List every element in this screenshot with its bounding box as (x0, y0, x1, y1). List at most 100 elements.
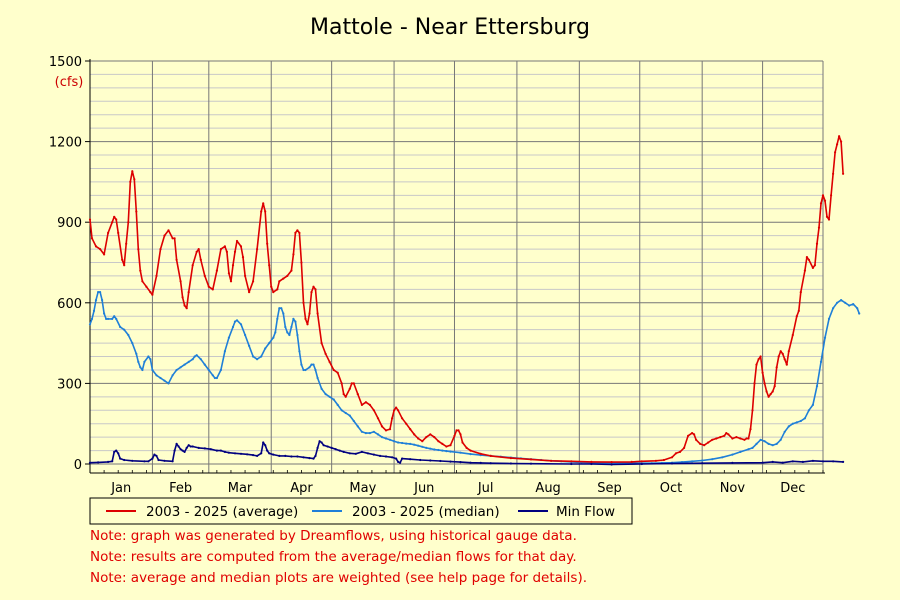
series-point (429, 459, 432, 462)
series-point (489, 454, 492, 457)
series-point (821, 460, 825, 463)
series-point (322, 444, 325, 447)
series-point (570, 462, 573, 466)
series-point (215, 449, 218, 452)
series-point (252, 454, 255, 457)
series-point (815, 385, 819, 388)
series-point (244, 274, 247, 277)
series-point (610, 461, 613, 464)
series-point (260, 355, 263, 358)
series-point (425, 436, 428, 439)
series-point (90, 317, 94, 320)
series-point (203, 363, 206, 366)
series-point (306, 323, 309, 326)
series-point (376, 433, 380, 436)
series-point (453, 434, 456, 437)
series-point (127, 221, 130, 224)
series-point (159, 248, 162, 251)
series-point (856, 307, 859, 310)
series-point (332, 398, 335, 401)
series-point (747, 437, 750, 440)
series-point (276, 288, 279, 291)
series-point (401, 441, 404, 445)
series-point (336, 371, 339, 374)
series-point (320, 387, 323, 390)
series-point (795, 315, 798, 318)
series-point (163, 234, 166, 237)
series-point (185, 307, 188, 310)
series-point (469, 449, 472, 452)
series-point (342, 450, 345, 453)
series-point (149, 291, 152, 294)
series-point (135, 352, 138, 355)
series-point (771, 460, 774, 463)
series-point (191, 445, 194, 448)
x-tick-label: Aug (535, 481, 560, 496)
series-point (195, 250, 198, 253)
series-point (827, 218, 831, 221)
series-point (817, 226, 821, 229)
series-point (801, 460, 805, 463)
series-point (115, 218, 118, 221)
series-point (550, 459, 553, 462)
series-point (308, 312, 311, 315)
series-point (797, 309, 800, 312)
series-point (107, 231, 110, 234)
series-point (429, 433, 432, 436)
series-point (308, 366, 311, 369)
series-point (274, 331, 277, 334)
series-point (670, 462, 674, 465)
x-tick-label: Nov (720, 481, 746, 496)
series-point (203, 274, 206, 277)
series-point (304, 317, 307, 320)
series-point (225, 250, 228, 253)
series-point (421, 440, 424, 443)
series-point (395, 406, 398, 409)
series-point (292, 253, 295, 256)
x-tick-label: Jul (477, 481, 494, 496)
series-point (105, 317, 108, 320)
series-point (413, 433, 416, 436)
series-point (233, 320, 237, 323)
series-point (356, 393, 359, 396)
series-point (147, 460, 150, 463)
series-point (683, 446, 686, 449)
series-point (219, 449, 222, 452)
series-point (113, 315, 116, 318)
series-point (678, 450, 682, 453)
series-point (292, 317, 295, 320)
series-point (276, 317, 279, 320)
series-point (509, 462, 512, 465)
series-point (783, 358, 786, 361)
series-point (771, 444, 774, 447)
series-point (183, 363, 186, 366)
series-point (219, 248, 222, 251)
series-point (94, 299, 98, 302)
series-point (314, 368, 317, 372)
series-point (300, 363, 303, 366)
series-point (284, 325, 287, 329)
series-point (191, 358, 194, 361)
series-point (777, 355, 780, 358)
series-point (294, 231, 297, 234)
series-point (725, 432, 728, 435)
series-point (397, 409, 400, 412)
series-point (111, 221, 114, 224)
series-point (356, 425, 359, 428)
series-point (94, 245, 98, 248)
series-point (731, 461, 734, 464)
series-point (703, 444, 706, 447)
series-point (360, 430, 363, 433)
series-point (344, 411, 347, 415)
series-point (310, 363, 313, 366)
series-point (209, 448, 212, 451)
chart-title: Mattole - Near Ettersburg (310, 15, 590, 40)
series-point (388, 438, 392, 441)
series-point (88, 323, 92, 326)
legend-label: 2003 - 2025 (average) (146, 504, 298, 520)
series-point (294, 320, 297, 323)
series-point (189, 445, 192, 448)
series-point (360, 403, 363, 406)
series-point (654, 459, 658, 462)
series-point (113, 215, 116, 218)
